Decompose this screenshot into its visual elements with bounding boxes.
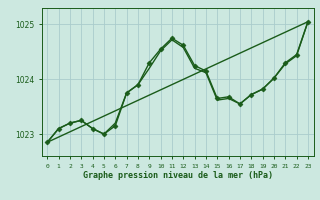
X-axis label: Graphe pression niveau de la mer (hPa): Graphe pression niveau de la mer (hPa) [83, 171, 273, 180]
